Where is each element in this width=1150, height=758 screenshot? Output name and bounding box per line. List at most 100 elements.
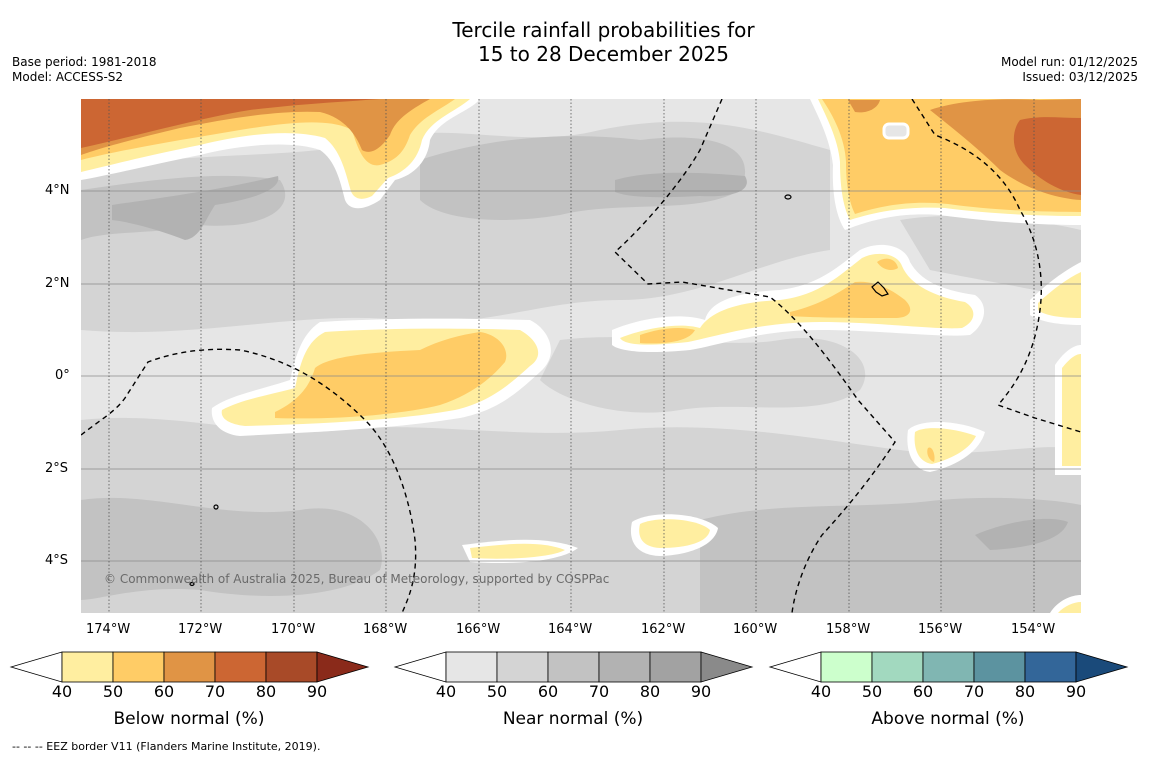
colorbar-tick-label: 50 — [486, 682, 508, 701]
lat-label: 4°N — [45, 183, 70, 198]
colorbar-tick-label: 70 — [588, 682, 610, 701]
colorbar-segment — [1024, 651, 1077, 683]
near-normal-50-region — [540, 337, 866, 413]
near-normal-60-region — [700, 497, 1081, 613]
lat-gridlines — [81, 190, 1081, 562]
chart-title: Tercile rainfall probabilities for 15 to… — [0, 18, 1150, 66]
eez-borders — [81, 99, 1081, 613]
near-normal-60-region — [81, 497, 382, 600]
colorbar-segment — [163, 651, 216, 683]
colorbar-segment — [820, 651, 873, 683]
colorbar-tick-label: 40 — [435, 682, 457, 701]
colorbar-extend-low — [768, 651, 822, 683]
map-plot-area — [81, 99, 1081, 613]
colorbar-tick-label: 40 — [810, 682, 832, 701]
colorbar-tick-label: 80 — [639, 682, 661, 701]
near-normal-hole — [882, 122, 910, 140]
colorbar-tick-label: 80 — [1014, 682, 1036, 701]
below-normal-60-region — [275, 332, 507, 419]
colorbar-extend-low — [9, 651, 63, 683]
colorbar-tick-label: 50 — [102, 682, 124, 701]
near-normal-70-region — [615, 172, 747, 198]
lon-label: 164°W — [548, 622, 593, 637]
colorbar-extend-high — [1075, 651, 1129, 683]
title-line1: Tercile rainfall probabilities for — [452, 18, 755, 42]
below-normal-50-region — [620, 253, 974, 345]
lat-label: 4°S — [45, 553, 69, 568]
colorbar-segment — [649, 651, 702, 683]
colorbar-title-above: Above normal (%) — [871, 709, 1025, 729]
below-normal-80-region — [81, 99, 380, 148]
below-normal-80-region — [1013, 117, 1081, 195]
colorbar-segment — [547, 651, 600, 683]
footnote: -- -- -- EEZ border V11 (Flanders Marine… — [12, 740, 321, 753]
lon-label: 170°W — [271, 622, 316, 637]
base-period: Base period: 1981-2018 — [12, 55, 157, 69]
lon-label: 166°W — [456, 622, 501, 637]
lon-label: 168°W — [363, 622, 408, 637]
near-normal-70-region — [975, 518, 1068, 550]
below-normal-50-region — [470, 543, 565, 559]
colorbar-near-normal — [393, 651, 754, 683]
lon-label: 156°W — [918, 622, 963, 637]
colorbar-below-normal — [9, 651, 370, 683]
colorbar-segment — [265, 651, 318, 683]
colorbar-segment — [871, 651, 924, 683]
colorbar-tick-label: 40 — [51, 682, 73, 701]
colorbars — [9, 651, 1129, 683]
colorbar-extend-high — [700, 651, 754, 683]
below-normal-50-region — [639, 519, 710, 548]
below-normal-50-region — [1038, 272, 1081, 318]
model-name: Model: ACCESS-S2 — [12, 70, 124, 84]
lat-label: 2°S — [45, 461, 69, 476]
colorbar-tick-label: 60 — [537, 682, 559, 701]
colorbar-segment — [445, 651, 498, 683]
colorbar-above-normal — [768, 651, 1129, 683]
colorbar-tick-label: 90 — [1065, 682, 1087, 701]
near-normal-60-region — [420, 136, 746, 220]
below-normal-50-region — [1058, 602, 1081, 613]
colorbar-segment — [922, 651, 975, 683]
near-normal-50-region — [900, 215, 1081, 300]
issued-date: Issued: 03/12/2025 — [1022, 70, 1138, 84]
lon-label: 154°W — [1011, 622, 1056, 637]
below-normal-70-region — [848, 100, 880, 113]
colorbar-title-near: Near normal (%) — [502, 709, 644, 729]
meta-left: Base period: 1981-2018 Model: ACCESS-S2 — [12, 55, 157, 85]
colorbar-segment — [214, 651, 267, 683]
lon-label: 174°W — [86, 622, 131, 637]
colorbar-segment — [61, 651, 114, 683]
model-run: Model run: 01/12/2025 — [1000, 55, 1138, 69]
colorbar-tick-label: 70 — [204, 682, 226, 701]
copyright-note: © Commonwealth of Australia 2025, Bureau… — [104, 572, 610, 586]
islands — [189, 194, 889, 587]
lon-label: 160°W — [733, 622, 778, 637]
colorbar-segment — [598, 651, 651, 683]
lat-label: 0° — [55, 368, 70, 383]
colorbar-title-below: Below normal (%) — [113, 709, 265, 729]
colorbar-tick-label: 70 — [963, 682, 985, 701]
lat-label: 2°N — [45, 276, 70, 291]
title-line2: 15 to 28 December 2025 — [477, 42, 729, 66]
below-normal-60-region — [927, 447, 935, 462]
below-normal-60-region — [790, 281, 911, 318]
colorbar-segment — [496, 651, 549, 683]
colorbar-tick-label: 50 — [861, 682, 883, 701]
below-normal-60-region — [877, 258, 898, 270]
colorbar-segment — [973, 651, 1026, 683]
below-normal-60-region — [640, 327, 695, 344]
colorbar-segment — [112, 651, 165, 683]
colorbar-extend-high — [316, 651, 370, 683]
lon-label: 158°W — [826, 622, 871, 637]
colorbar-extend-low — [393, 651, 447, 683]
colorbar-tick-label: 60 — [153, 682, 175, 701]
colorbar-tick-label: 80 — [255, 682, 277, 701]
lon-label: 172°W — [178, 622, 223, 637]
below-normal-50-region — [1062, 354, 1081, 466]
colorbar-tick-label: 60 — [912, 682, 934, 701]
lon-label: 162°W — [641, 622, 686, 637]
colorbar-tick-label: 90 — [306, 682, 328, 701]
colorbar-tick-label: 90 — [690, 682, 712, 701]
lon-gridlines — [108, 99, 1035, 613]
